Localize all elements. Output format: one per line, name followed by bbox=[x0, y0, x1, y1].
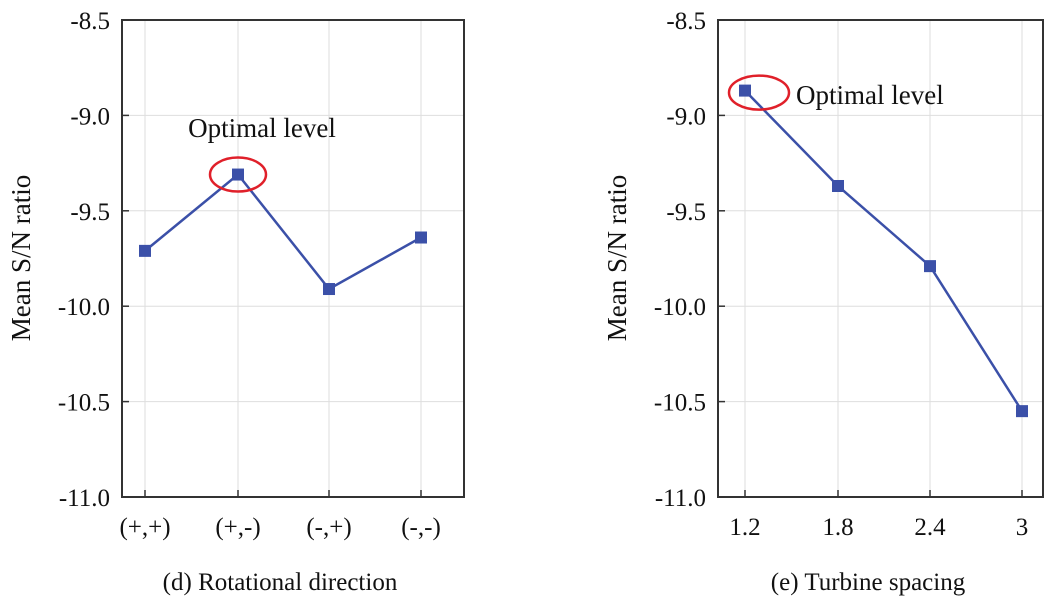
y-tick-label: -9.5 bbox=[70, 199, 110, 226]
plot-area-frame bbox=[121, 19, 465, 498]
x-tick-label: 1.8 bbox=[822, 514, 853, 541]
data-point-marker bbox=[323, 283, 335, 296]
optimal-level-highlight-circle bbox=[208, 156, 268, 193]
y-axis-label: Mean S/N ratio bbox=[6, 175, 36, 341]
y-tick-label: -11.0 bbox=[655, 485, 706, 512]
y-tick-label: -8.5 bbox=[70, 8, 110, 35]
chart-panel-rotational-direction: -8.5 -9.0 -9.5 -10.0 -10.5 -11.0 (+,+) (+,-) (-… bbox=[6, 8, 465, 596]
y-tick-label: -9.5 bbox=[666, 199, 706, 226]
optimal-level-annotation: Optimal level bbox=[796, 80, 944, 110]
x-tick-label: (+,+) bbox=[119, 514, 170, 541]
chart-panel-turbine-spacing: -8.5 -9.0 -9.5 -10.0 -10.5 -11.0 1.2 1.8 2.4 3 O… bbox=[602, 8, 1044, 596]
x-tick-label: 2.4 bbox=[914, 514, 946, 541]
y-tick-label: -9.0 bbox=[666, 103, 706, 130]
x-tick-label: (+,-) bbox=[215, 514, 260, 541]
x-axis-label: (e) Turbine spacing bbox=[771, 569, 966, 596]
y-tick-label: -8.5 bbox=[666, 8, 706, 35]
series-line bbox=[744, 89, 1024, 412]
y-tick-label: -10.5 bbox=[58, 390, 110, 417]
y-tick-label: -9.0 bbox=[70, 103, 110, 130]
data-point-marker bbox=[232, 168, 244, 181]
y-tick-label: -10.5 bbox=[654, 390, 706, 417]
data-point-marker bbox=[139, 244, 151, 257]
data-point-marker bbox=[924, 260, 936, 273]
x-tick-label: (-,-) bbox=[401, 514, 441, 541]
data-point-marker bbox=[832, 179, 844, 192]
data-point-marker bbox=[1016, 405, 1028, 418]
series-line bbox=[144, 172, 422, 291]
x-tick-label: 1.2 bbox=[729, 514, 760, 541]
x-tick-label: (-,+) bbox=[306, 514, 351, 541]
y-tick-label: -10.0 bbox=[58, 294, 110, 321]
y-axis-label: Mean S/N ratio bbox=[602, 175, 632, 341]
x-axis-label: (d) Rotational direction bbox=[163, 569, 398, 596]
data-point-marker bbox=[739, 84, 751, 97]
optimal-level-annotation: Optimal level bbox=[188, 113, 336, 143]
y-tick-label: -11.0 bbox=[59, 485, 110, 512]
x-tick-label: 3 bbox=[1016, 514, 1029, 541]
optimal-level-highlight-circle bbox=[727, 74, 791, 111]
plot-area-frame bbox=[717, 19, 1044, 498]
y-tick-label: -10.0 bbox=[654, 294, 706, 321]
data-point-marker bbox=[415, 231, 427, 244]
